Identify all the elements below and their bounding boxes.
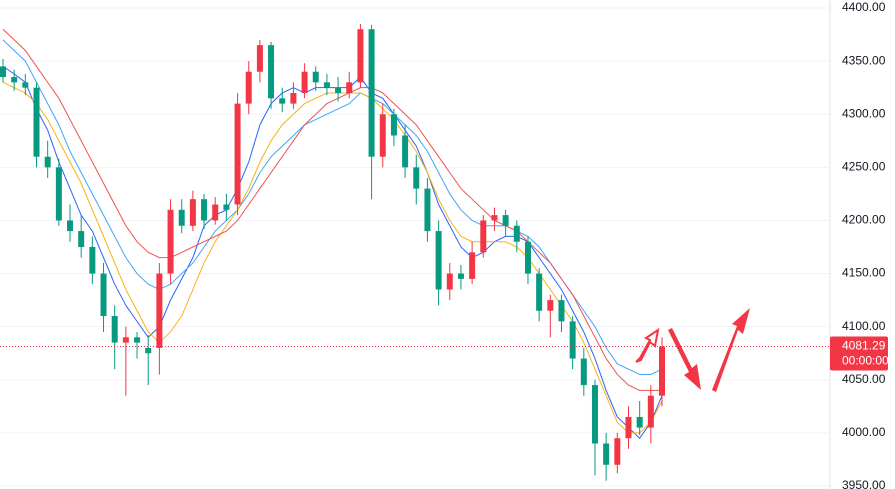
candle-body (435, 231, 442, 290)
candle-body (547, 300, 554, 311)
y-tick-label: 4050.00 (842, 372, 886, 386)
candle-body (368, 29, 375, 157)
candle-body (201, 199, 208, 221)
candle-body (0, 66, 6, 78)
y-tick-label: 4000.00 (842, 425, 886, 439)
last-price-label: 4081.29 (842, 339, 886, 353)
candle-body (33, 87, 40, 157)
candle-body (145, 347, 152, 354)
candle-body (290, 92, 297, 104)
candle-body (379, 114, 386, 157)
arrow (635, 327, 660, 363)
y-tick-label: 3950.00 (842, 478, 886, 489)
candle-body (156, 273, 163, 348)
candle-body (256, 45, 263, 72)
candle-body (122, 337, 129, 343)
candle-body (346, 82, 353, 93)
arrow (712, 308, 750, 392)
last-price-box (830, 336, 888, 371)
candle-body (268, 45, 275, 99)
candle-body (78, 231, 85, 247)
candle-body (580, 358, 587, 386)
candle-body (22, 82, 29, 88)
y-tick-label: 4400.00 (842, 0, 886, 14)
annotation-arrows (635, 308, 750, 392)
candle-body (279, 98, 286, 104)
candle-body (457, 273, 464, 279)
candle-body (134, 337, 141, 343)
candle-body (223, 204, 230, 210)
candle-body (234, 103, 241, 205)
candle-body (402, 135, 409, 168)
candle-body (44, 156, 51, 168)
candle-body (446, 273, 453, 290)
candle-body (312, 71, 319, 83)
y-tick-label: 4300.00 (842, 106, 886, 120)
y-tick-label: 4200.00 (842, 213, 886, 227)
candle-body (167, 209, 174, 274)
candle-body (636, 416, 643, 428)
candle-body (424, 188, 431, 232)
y-tick-label: 4250.00 (842, 160, 886, 174)
plot-area (0, 7, 830, 487)
candle-body (178, 209, 185, 226)
candle-body (491, 215, 498, 221)
moving-average-line (2, 28, 662, 391)
candle-body (480, 220, 487, 253)
moving-average-line (2, 66, 663, 439)
candle-body (335, 87, 342, 93)
candle-body (513, 225, 520, 242)
candle-body (89, 247, 96, 274)
candle-body (100, 273, 107, 317)
moving-average-line (2, 39, 663, 375)
candle-body (591, 385, 598, 444)
candle-body (413, 167, 420, 189)
y-tick-label: 4350.00 (842, 53, 886, 67)
candle-body (11, 77, 18, 83)
candle-body (357, 29, 364, 83)
candle-body (502, 215, 509, 226)
candle-body (189, 199, 196, 226)
y-tick-label: 4100.00 (842, 319, 886, 333)
candle-body (524, 241, 531, 274)
candle-body (245, 71, 252, 104)
moving-average-line (2, 81, 663, 434)
candle-body (390, 114, 397, 136)
candle-body (111, 316, 118, 343)
candle-body (558, 300, 565, 322)
candle-body (67, 220, 74, 232)
candle-body (301, 71, 308, 93)
candle-body (469, 252, 476, 279)
y-tick-label: 4150.00 (842, 266, 886, 280)
candle-body (659, 346, 665, 396)
candle-body (603, 443, 610, 465)
candle-body (55, 167, 62, 221)
candle-body (614, 438, 621, 465)
candle-body (536, 273, 543, 311)
countdown-label: 00:00:00 (842, 354, 889, 368)
candle-body (647, 395, 654, 428)
candle-body (323, 82, 330, 88)
candle-body (569, 321, 576, 359)
candle-body (625, 416, 632, 439)
arrow (668, 328, 701, 390)
candle-body (212, 204, 219, 221)
